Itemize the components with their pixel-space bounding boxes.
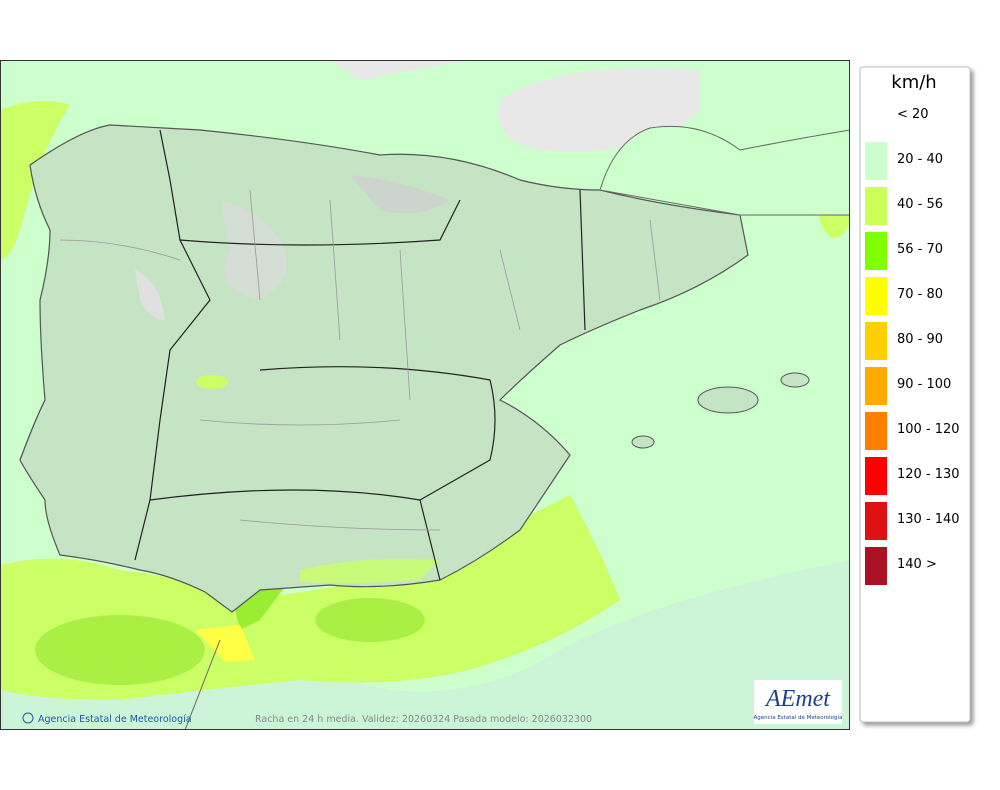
legend-swatch	[865, 457, 887, 495]
legend-label: 70 - 80	[897, 287, 943, 302]
legend-swatch	[865, 187, 887, 225]
legend-swatch	[865, 142, 887, 180]
legend-label: 80 - 90	[897, 332, 943, 347]
caption: Racha en 24 h media. Validez: 20260324 P…	[255, 714, 592, 725]
legend-label: 100 - 120	[897, 422, 960, 437]
map	[0, 60, 850, 730]
logo-subtitle: Agencia Estatal de Meteorología	[754, 714, 843, 721]
credit: Agencia Estatal de Meteorología	[38, 714, 192, 725]
legend-swatch	[865, 367, 887, 405]
legend-label: 130 - 140	[897, 512, 960, 527]
legend-swatch	[865, 547, 887, 585]
logo-name: AEmet	[764, 686, 831, 712]
legend-label: 56 - 70	[897, 242, 943, 257]
legend-unit: km/h	[891, 72, 936, 93]
legend-label: 20 - 40	[897, 152, 943, 167]
legend-label: 140 >	[897, 557, 937, 572]
legend-swatch	[865, 277, 887, 315]
legend-swatch	[865, 322, 887, 360]
legend-label: 40 - 56	[897, 197, 943, 212]
legend: km/h < 20 20 - 40 40 - 56 56 - 70 70 - 80 80 …	[859, 66, 971, 723]
logo	[754, 680, 842, 724]
legend-swatch	[865, 232, 887, 270]
legend-label: 120 - 130	[897, 467, 960, 482]
legend-label: < 20	[897, 107, 929, 122]
legend-swatch	[865, 502, 887, 540]
legend-swatch	[865, 97, 887, 135]
legend-label: 90 - 100	[897, 377, 951, 392]
legend-swatch	[865, 412, 887, 450]
copyright-icon	[22, 712, 34, 724]
